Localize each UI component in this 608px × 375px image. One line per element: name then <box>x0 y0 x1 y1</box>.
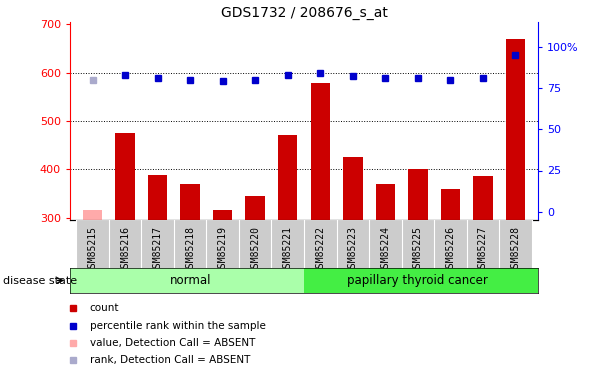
Text: GSM85226: GSM85226 <box>445 226 455 273</box>
Bar <box>499 220 531 268</box>
Text: GSM85228: GSM85228 <box>510 226 520 273</box>
Bar <box>304 268 538 293</box>
Text: GSM85216: GSM85216 <box>120 226 130 273</box>
Title: GDS1732 / 208676_s_at: GDS1732 / 208676_s_at <box>221 6 387 20</box>
Text: value, Detection Call = ABSENT: value, Detection Call = ABSENT <box>90 338 255 348</box>
Bar <box>109 220 142 268</box>
Bar <box>213 210 232 220</box>
Bar <box>376 184 395 220</box>
Text: GSM85218: GSM85218 <box>185 226 195 273</box>
Bar <box>473 176 492 220</box>
Bar <box>116 133 135 220</box>
Bar <box>239 220 272 268</box>
Bar <box>343 157 362 220</box>
Text: GSM85217: GSM85217 <box>153 226 163 273</box>
Text: papillary thyroid cancer: papillary thyroid cancer <box>347 274 488 287</box>
Bar <box>278 135 297 220</box>
Bar <box>207 220 239 268</box>
Text: GSM85219: GSM85219 <box>218 226 228 273</box>
Text: count: count <box>90 303 119 313</box>
Text: GSM85222: GSM85222 <box>316 226 325 273</box>
Bar <box>336 220 369 268</box>
Text: GSM85223: GSM85223 <box>348 226 358 273</box>
Bar <box>142 220 174 268</box>
Text: percentile rank within the sample: percentile rank within the sample <box>90 321 266 331</box>
Text: GSM85227: GSM85227 <box>478 226 488 273</box>
Bar <box>272 220 304 268</box>
Text: rank, Detection Call = ABSENT: rank, Detection Call = ABSENT <box>90 355 250 365</box>
Bar <box>77 220 109 268</box>
Bar <box>441 189 460 220</box>
Text: GSM85224: GSM85224 <box>380 226 390 273</box>
Text: disease state: disease state <box>3 276 77 285</box>
Bar <box>181 184 200 220</box>
Text: GSM85225: GSM85225 <box>413 226 423 273</box>
Bar <box>246 196 265 220</box>
Bar <box>174 220 207 268</box>
Bar <box>434 220 466 268</box>
Text: GSM85220: GSM85220 <box>250 226 260 273</box>
Bar <box>466 220 499 268</box>
Text: GSM85221: GSM85221 <box>283 226 292 273</box>
Bar <box>83 210 102 220</box>
Bar <box>506 39 525 220</box>
Bar <box>304 220 336 268</box>
Bar <box>70 268 304 293</box>
Bar <box>311 83 330 220</box>
Text: GSM85215: GSM85215 <box>88 226 98 273</box>
Text: normal: normal <box>170 274 211 287</box>
Bar <box>401 220 434 268</box>
Bar <box>408 169 427 220</box>
Bar <box>369 220 401 268</box>
Bar <box>148 175 167 220</box>
